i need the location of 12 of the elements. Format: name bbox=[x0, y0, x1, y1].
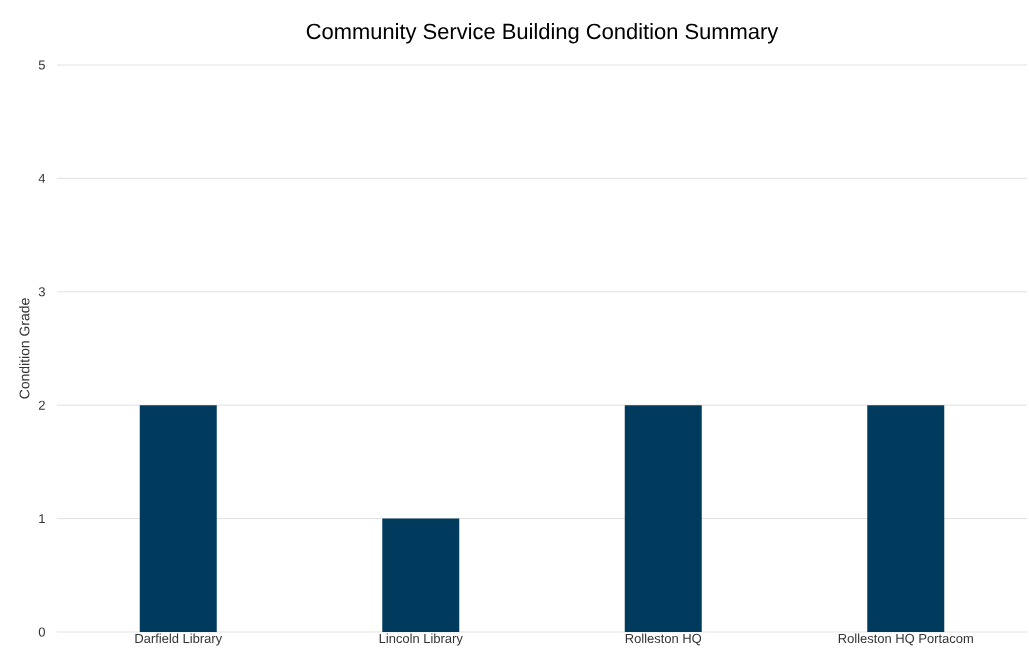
x-tick-label: Lincoln Library bbox=[379, 633, 463, 646]
y-axis-title: Condition Grade bbox=[19, 298, 30, 399]
chart-title: Community Service Building Condition Summary bbox=[306, 23, 779, 44]
x-tick-label: Darfield Library bbox=[135, 633, 223, 646]
y-tick-label: 5 bbox=[38, 60, 45, 70]
y-tick-label: 3 bbox=[38, 287, 45, 297]
y-tick-label: 1 bbox=[39, 514, 45, 524]
x-tick-label: Rolleston HQ Portacom bbox=[838, 633, 973, 646]
x-tick-label: Rolleston HQ bbox=[625, 633, 702, 646]
y-tick-label: 4 bbox=[38, 173, 46, 183]
y-tick-label: 0 bbox=[38, 627, 45, 637]
y-tick-label: 2 bbox=[38, 400, 45, 410]
